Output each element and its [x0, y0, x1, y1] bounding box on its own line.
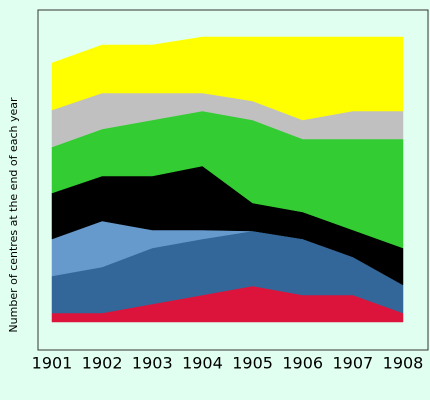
areas — [51, 36, 404, 323]
x-tick-label: 1902 — [82, 354, 123, 373]
x-tick-label: 1904 — [182, 354, 223, 373]
x-tick-label: 1907 — [332, 354, 373, 373]
x-tick-label: 1905 — [232, 354, 273, 373]
x-tick-label: 1903 — [132, 354, 173, 373]
area — [51, 36, 404, 121]
x-tick-label: 1908 — [383, 354, 424, 373]
x-tick-label: 1901 — [32, 354, 73, 373]
y-axis-label: Number of centres at the end of each yea… — [7, 97, 20, 333]
plot-frame — [37, 9, 429, 351]
x-tick-label: 1906 — [282, 354, 323, 373]
